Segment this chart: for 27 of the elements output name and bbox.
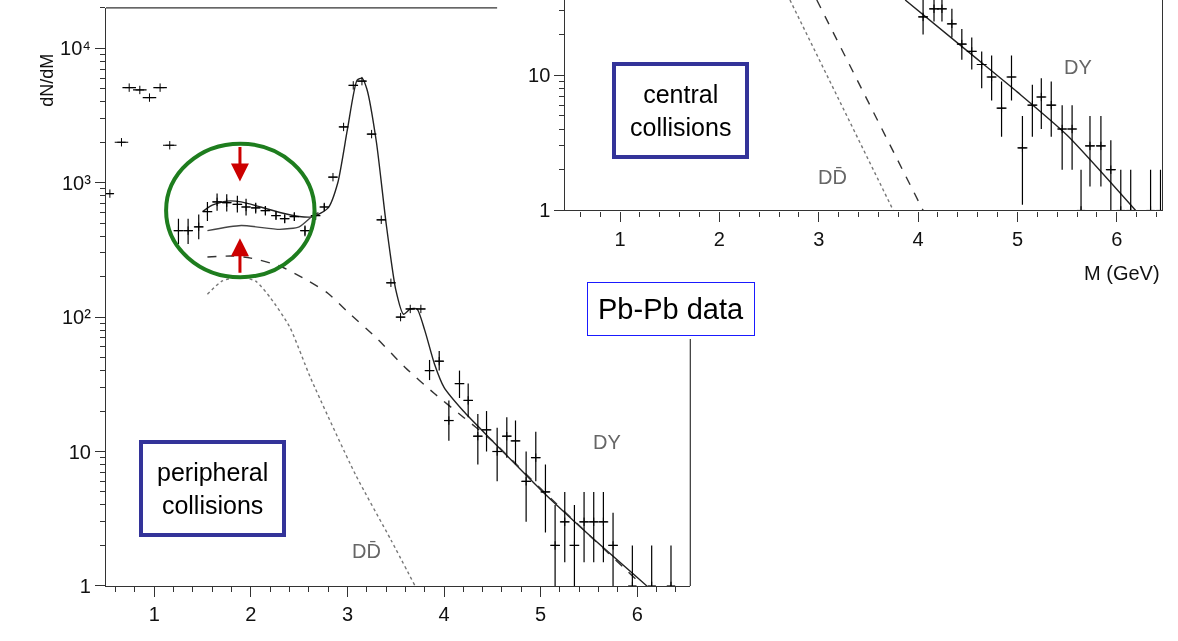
annotation: DD̄ bbox=[352, 540, 381, 563]
y-tick-label: 10² bbox=[62, 306, 92, 329]
y-tick-label: 10 bbox=[528, 64, 551, 87]
y-tick-label: 10³ bbox=[62, 171, 92, 194]
annotation: DY bbox=[593, 431, 621, 453]
annotation: central collisions bbox=[630, 80, 732, 141]
x-tick-label: 3 bbox=[341, 603, 354, 625]
y-tick-label: 10⁴ bbox=[60, 37, 91, 60]
x-tick-label: 2 bbox=[245, 603, 257, 625]
annotation: peripheral collisions bbox=[157, 458, 269, 519]
x-tick-label: 1 bbox=[148, 603, 160, 625]
x-axis-title: M (GeV) bbox=[1084, 262, 1160, 284]
y-tick-label: 10 bbox=[68, 440, 91, 463]
y-axis-title: dN/dM bbox=[36, 53, 57, 107]
x-tick-label: 3 bbox=[813, 227, 825, 250]
x-tick-label: 5 bbox=[535, 603, 547, 625]
x-tick-label: 5 bbox=[1011, 227, 1024, 250]
x-tick-label: 2 bbox=[713, 227, 725, 250]
x-tick-label: 1 bbox=[614, 227, 626, 250]
annotation: DD̄ bbox=[818, 166, 847, 189]
x-tick-label: 4 bbox=[912, 227, 924, 250]
annotation: DY bbox=[1064, 56, 1092, 78]
x-tick-label: 6 bbox=[1111, 227, 1123, 250]
y-tick-label: 1 bbox=[79, 574, 91, 597]
annotation: Pb-Pb data bbox=[598, 293, 744, 325]
x-tick-label: 4 bbox=[438, 603, 450, 625]
x-tick-label: 6 bbox=[631, 603, 643, 625]
